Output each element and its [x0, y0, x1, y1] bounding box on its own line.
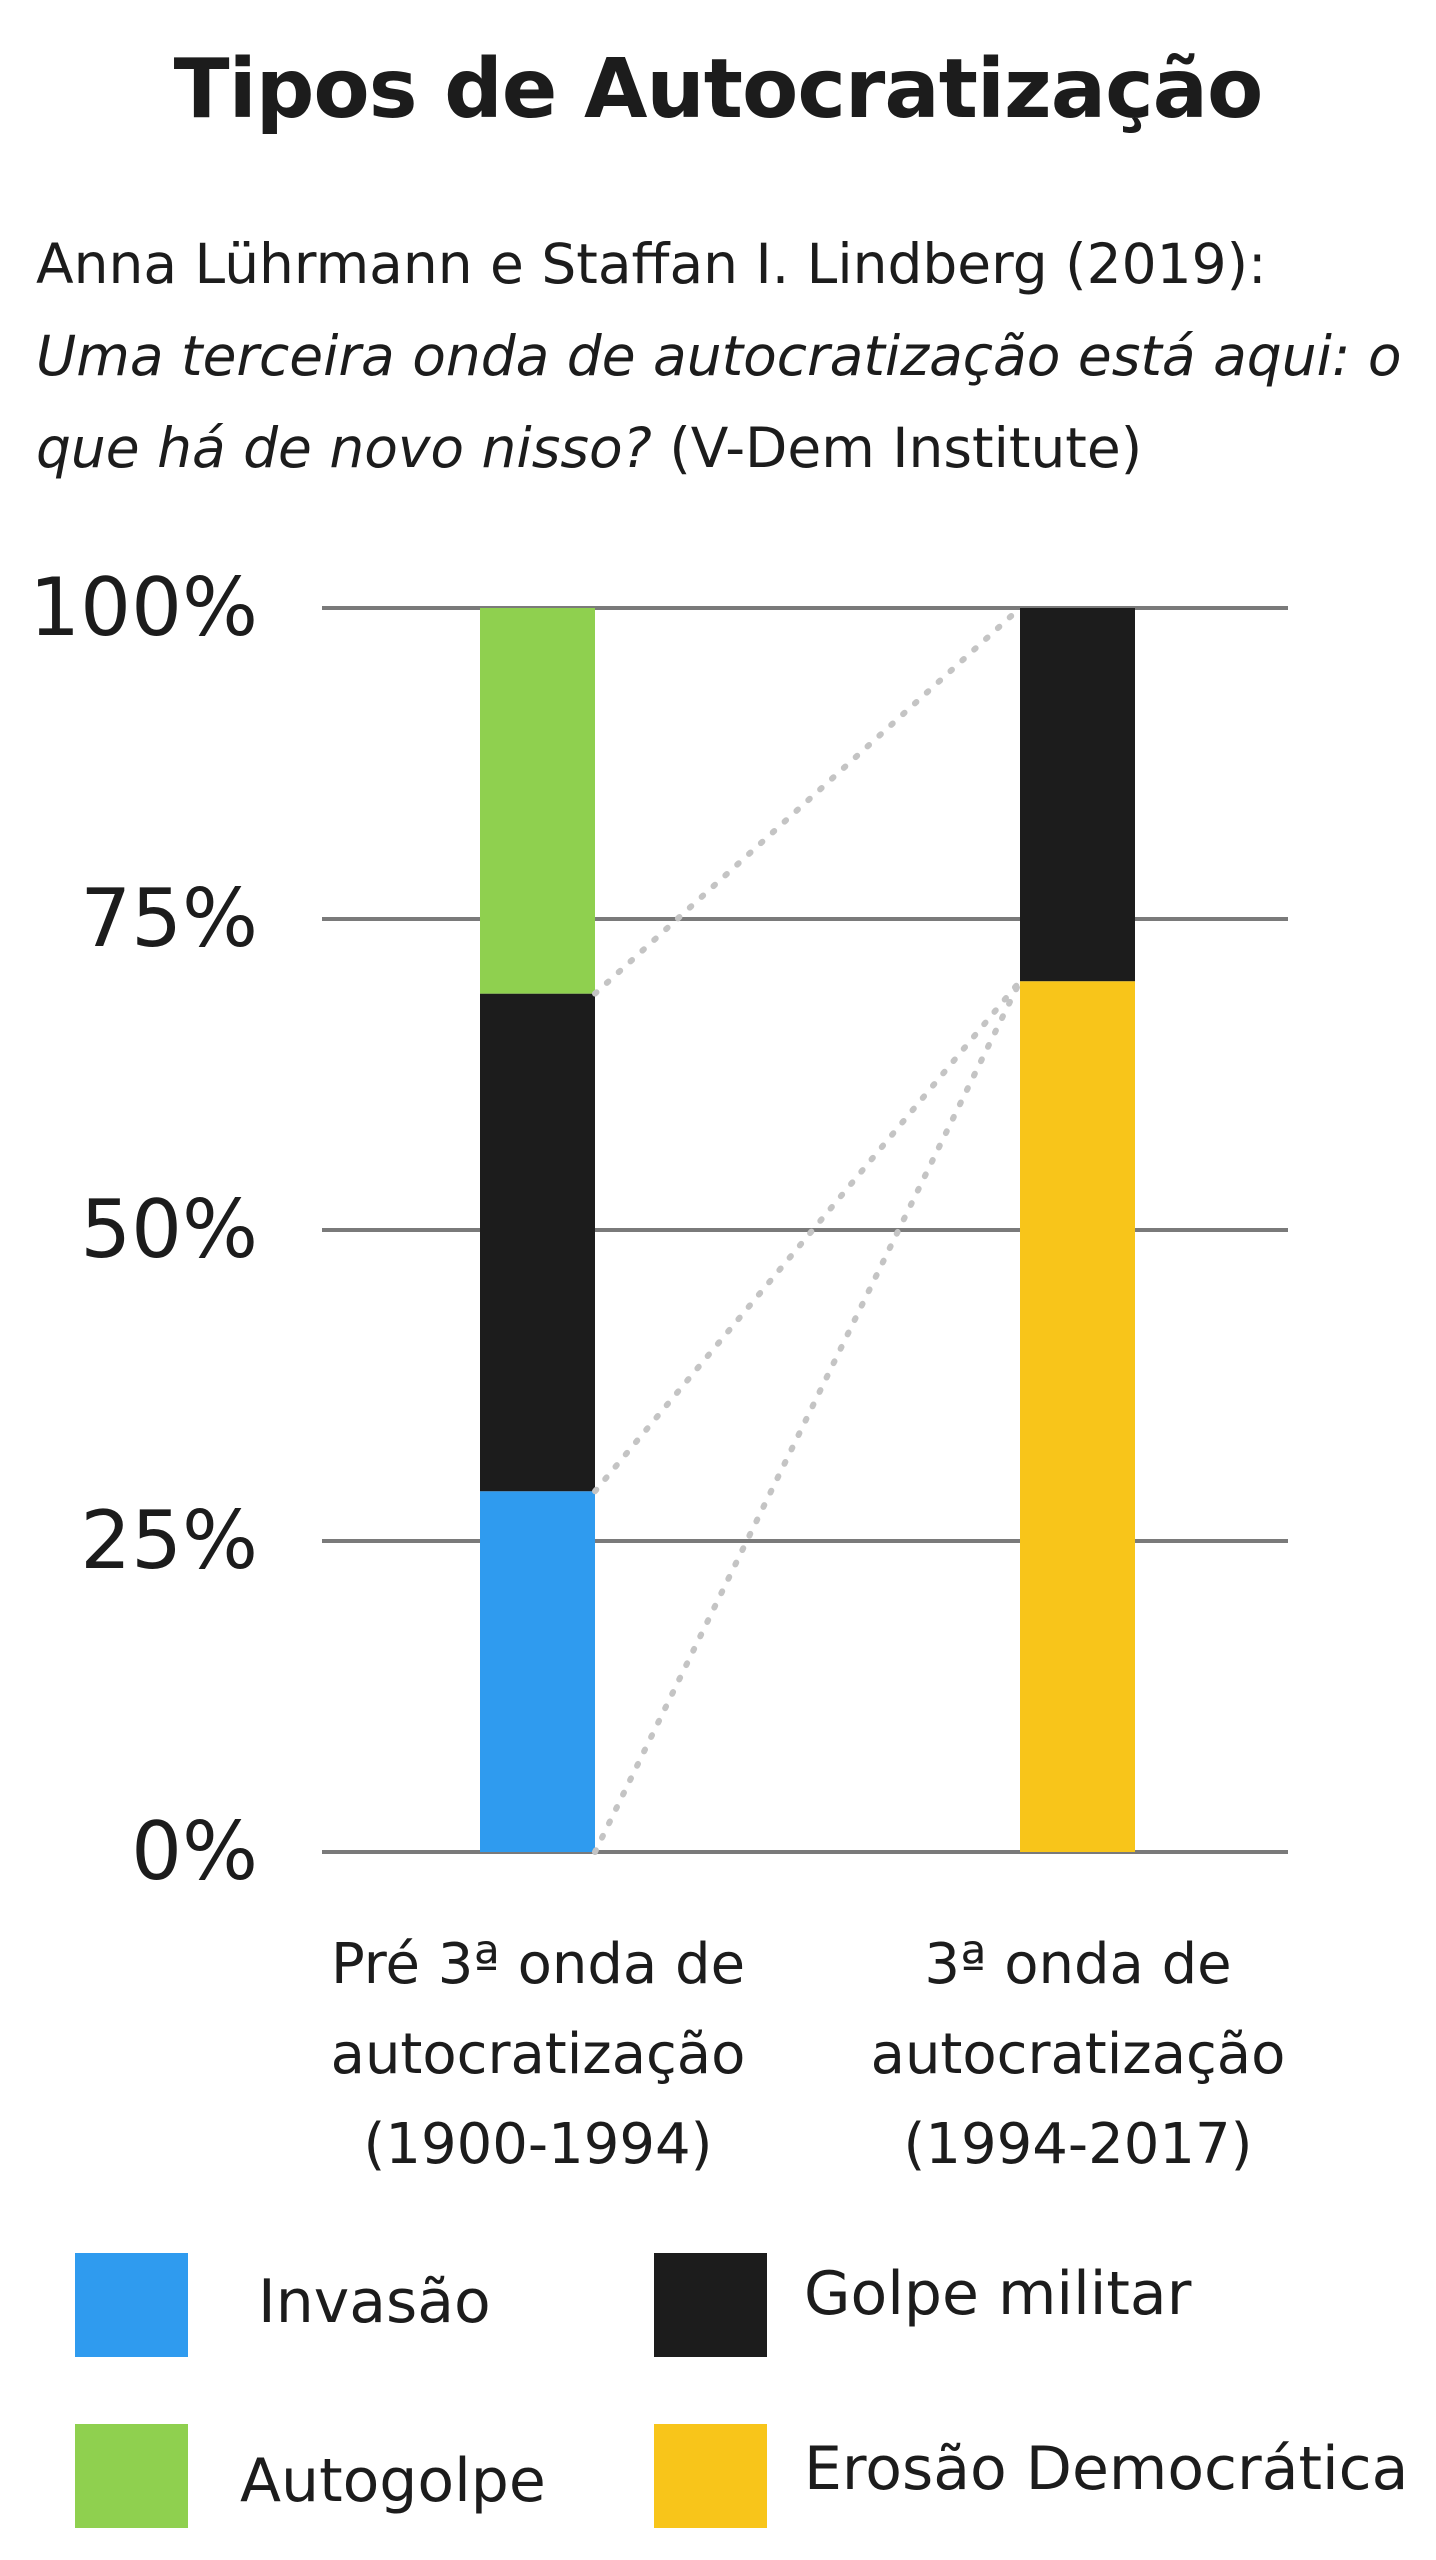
chart-title: Tipos de Autocratização — [173, 42, 1264, 137]
legend-label: Invasão — [258, 2267, 491, 2337]
y-tick-label: 75% — [80, 872, 258, 965]
bar-segment-invas-o — [480, 1491, 595, 1852]
x-category-line: Pré 3ª onda de — [330, 1932, 746, 1997]
chart-subtitle: Anna Lührmann e Staffan I. Lindberg (201… — [36, 218, 1416, 494]
bar-segment-golpe-militar — [1020, 608, 1135, 982]
legend-swatch-autogolpe — [75, 2424, 188, 2528]
legend-label: Autogolpe — [240, 2446, 546, 2516]
x-category-line: autocratização — [870, 2022, 1286, 2087]
subtitle-paper-title: Uma terceira onda de autocratização está… — [36, 324, 1402, 480]
bar-segment-golpe-militar — [480, 993, 595, 1492]
legend-swatch-invasao — [75, 2253, 188, 2357]
legend-label: Golpe militar — [804, 2259, 1192, 2329]
legend-item-golpe-militar: Golpe militar — [654, 2253, 1414, 2357]
legend-item-autogolpe: Autogolpe — [75, 2424, 635, 2528]
subtitle-authors: Anna Lührmann e Staffan I. Lindberg (201… — [36, 232, 1267, 296]
legend-item-erosao-democratica: Erosão Democrática — [654, 2424, 1414, 2528]
x-category-label-third-wave: 3ª onda de autocratização (1994-2017) — [798, 1920, 1358, 2190]
y-tick-label: 0% — [131, 1805, 258, 1898]
legend-swatch-golpe-militar — [654, 2253, 767, 2357]
y-tick-label: 50% — [80, 1183, 258, 1276]
connector-line — [592, 978, 1023, 1495]
x-category-line: autocratização — [330, 2022, 746, 2087]
bar-segment-eros-o-democr-tica — [1020, 981, 1135, 1852]
y-tick-label: 100% — [29, 561, 258, 654]
x-category-label-pre-third-wave: Pré 3ª onda de autocratização (1900-1994… — [258, 1920, 818, 2190]
legend-label: Erosão Democrática — [804, 2434, 1409, 2504]
x-category-line: (1994-2017) — [903, 2112, 1253, 2177]
x-category-line: 3ª onda de — [924, 1932, 1232, 1997]
x-category-line: (1900-1994) — [363, 2112, 713, 2177]
legend-item-invasao: Invasão — [75, 2253, 635, 2357]
bar-segment-autogolpe — [480, 608, 595, 994]
y-tick-label: 25% — [80, 1494, 258, 1587]
legend-swatch-erosao-democratica — [654, 2424, 767, 2528]
subtitle-source: (V-Dem Institute) — [669, 416, 1143, 480]
connector-line — [592, 605, 1023, 997]
connector-line — [592, 978, 1023, 1855]
